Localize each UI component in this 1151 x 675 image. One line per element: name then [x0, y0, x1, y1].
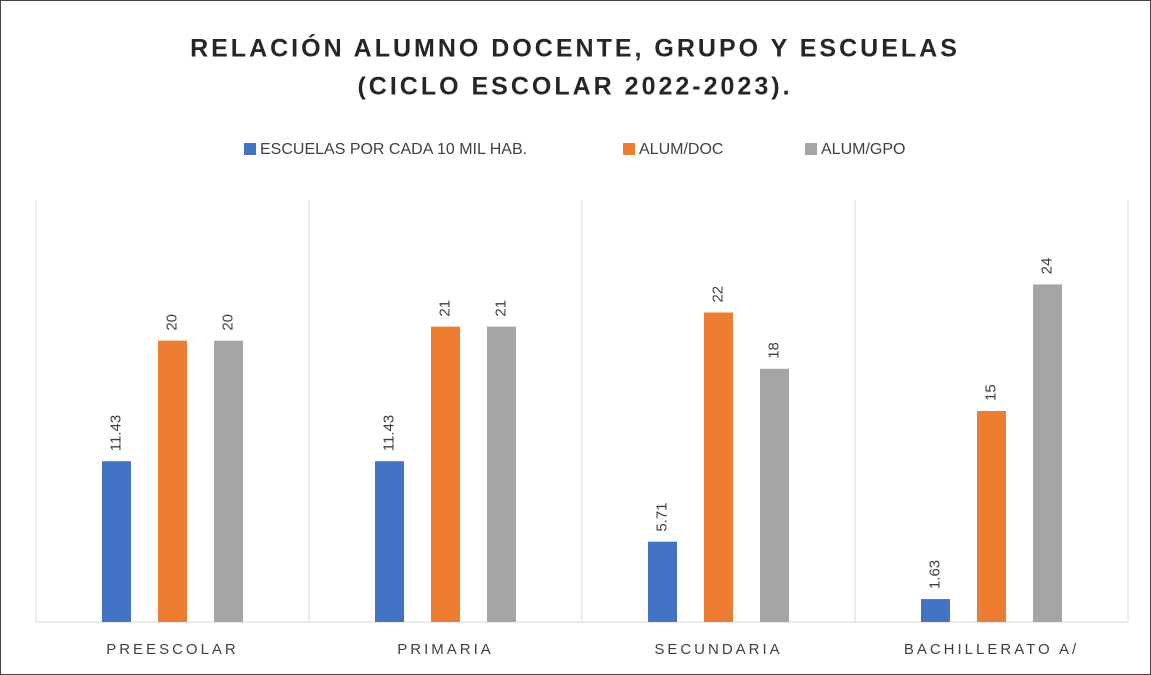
bar: [375, 461, 404, 622]
bar: [102, 461, 131, 622]
x-tick-label: BACHILLERATO A/: [904, 641, 1079, 658]
data-label: 20: [219, 314, 236, 331]
data-label: 21: [492, 300, 509, 317]
bar: [1033, 284, 1062, 622]
legend-swatch: [623, 143, 635, 155]
x-tick-label: PRIMARIA: [397, 641, 494, 658]
chart-title: RELACIÓN ALUMNO DOCENTE, GRUPO Y ESCUELA…: [190, 33, 960, 63]
x-tick-label: PREESCOLAR: [106, 641, 239, 658]
bar: [648, 541, 677, 622]
legend-label: ALUM/DOC: [639, 141, 723, 158]
bar: [158, 340, 187, 622]
bar: [977, 411, 1006, 622]
bar: [704, 312, 733, 622]
data-label: 20: [163, 314, 180, 331]
data-label: 21: [436, 300, 453, 317]
legend-swatch: [244, 143, 256, 155]
bar: [760, 368, 789, 622]
chart-title: (CICLO ESCOLAR 2022-2023).: [357, 73, 792, 101]
data-label: 22: [709, 286, 726, 303]
legend-swatch: [805, 143, 817, 155]
data-label: 1.63: [926, 560, 943, 589]
legend-label: ESCUELAS POR CADA 10 MIL HAB.: [260, 141, 527, 158]
bar: [487, 326, 516, 622]
data-label: 18: [765, 342, 782, 359]
data-label: 24: [1038, 258, 1055, 275]
bar: [214, 340, 243, 622]
data-label: 11.43: [107, 415, 124, 451]
bar: [431, 326, 460, 622]
data-label: 5.71: [653, 502, 670, 531]
data-label: 15: [982, 384, 999, 401]
legend-label: ALUM/GPO: [821, 141, 905, 158]
data-label: 11.43: [380, 415, 397, 451]
x-tick-label: SECUNDARIA: [654, 641, 782, 658]
bar: [921, 599, 950, 622]
